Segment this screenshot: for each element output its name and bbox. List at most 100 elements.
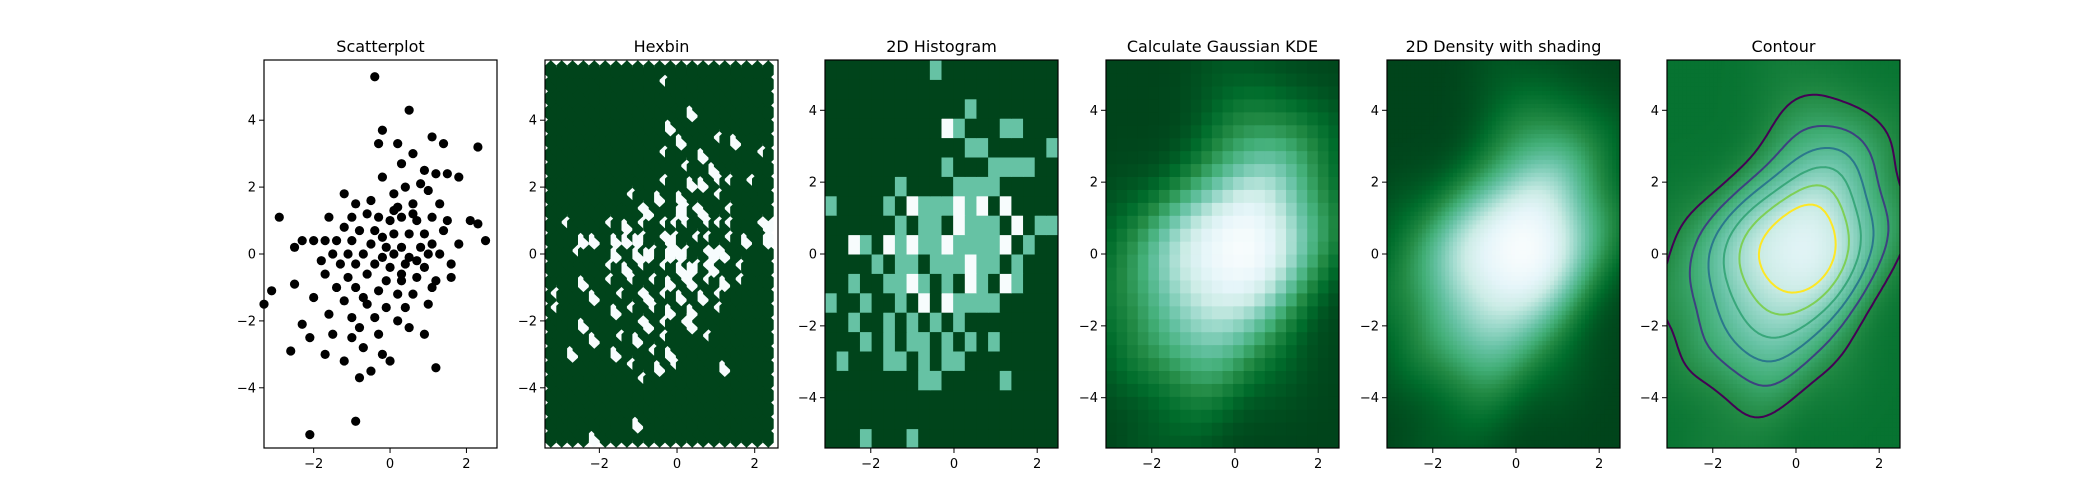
kde-cell	[1296, 331, 1308, 346]
shading-cell	[1394, 361, 1400, 367]
scatter-point	[339, 356, 349, 366]
shading-cell	[1418, 353, 1423, 359]
kde-cell	[1317, 150, 1330, 165]
histogram-cell	[988, 428, 1001, 448]
shading-cell	[1557, 292, 1563, 298]
shading-cell	[1499, 404, 1505, 410]
shading-cell	[1616, 262, 1620, 268]
shading-cell	[1511, 344, 1516, 350]
kde-cell	[1307, 98, 1319, 113]
shading-cell	[1449, 310, 1454, 316]
kde-cell	[1148, 422, 1160, 436]
histogram-cell	[825, 137, 838, 158]
shading-cell	[1522, 310, 1528, 316]
shading-cell	[1573, 279, 1578, 285]
kde-cell	[1296, 124, 1308, 139]
shading-cell	[1530, 379, 1536, 385]
kde-cell	[1211, 98, 1224, 113]
shading-cell	[1511, 266, 1516, 272]
shading-cell	[1542, 417, 1547, 423]
histogram-cell	[906, 215, 919, 236]
shading-cell	[1577, 435, 1582, 441]
shading-cell	[1592, 396, 1598, 402]
shading-cell	[1581, 353, 1586, 359]
shading-cell	[1499, 400, 1505, 406]
y-tick-label: −4	[798, 391, 817, 406]
shading-cell	[1398, 301, 1404, 307]
shading-cell	[1449, 379, 1454, 385]
kde-cell	[1169, 383, 1181, 397]
kde-cell	[1148, 98, 1160, 113]
hexbin-cell	[762, 315, 774, 335]
shading-cell	[1499, 348, 1505, 354]
shading-cell	[1433, 396, 1439, 402]
shading-cell	[1585, 271, 1590, 277]
histogram-cell	[953, 312, 966, 333]
shading-cell	[1553, 275, 1559, 281]
shading-cell	[1600, 262, 1606, 268]
shading-cell	[1569, 353, 1575, 359]
shading-cell	[1569, 297, 1575, 303]
kde-cell	[1275, 370, 1287, 384]
shading-cell	[1421, 266, 1427, 272]
shading-cell	[1596, 430, 1602, 436]
shading-cell	[1421, 413, 1427, 419]
shading-cell	[1507, 288, 1512, 294]
kde-cell	[1264, 60, 1277, 74]
shading-cell	[1499, 292, 1505, 298]
shading-cell	[1600, 361, 1606, 367]
shading-cell	[1464, 266, 1470, 272]
shading-cell	[1414, 409, 1419, 415]
shading-cell	[1453, 366, 1458, 372]
shading-cell	[1550, 396, 1555, 402]
shading-cell	[1616, 435, 1620, 441]
shading-cell	[1406, 288, 1411, 294]
shading-cell	[1515, 413, 1520, 419]
shading-cell	[1491, 422, 1497, 428]
shading-cell	[1468, 271, 1474, 277]
shading-cell	[1581, 262, 1586, 268]
shading-cell	[1592, 370, 1598, 376]
shading-cell	[1600, 314, 1606, 320]
shading-cell	[1530, 301, 1536, 307]
kde-cell	[1222, 189, 1234, 203]
shading-cell	[1561, 292, 1567, 298]
shading-cell	[1565, 439, 1571, 445]
shading-cell	[1553, 387, 1559, 393]
histogram-cell	[836, 215, 849, 236]
shading-cell	[1449, 417, 1454, 423]
shading-cell	[1519, 366, 1524, 372]
shading-cell	[1507, 301, 1512, 307]
shading-cell	[1449, 258, 1454, 264]
kde-cell	[1317, 60, 1330, 74]
histogram-cell	[929, 370, 942, 391]
shading-cell	[1394, 322, 1400, 328]
scatter-point	[339, 296, 349, 306]
shading-cell	[1387, 417, 1392, 423]
shading-cell	[1456, 340, 1462, 346]
kde-cell	[1116, 137, 1128, 152]
shading-cell	[1588, 279, 1594, 285]
shading-cell	[1585, 435, 1590, 441]
shading-cell	[1468, 370, 1474, 376]
shading-cell	[1456, 348, 1462, 354]
shading-cell	[1577, 417, 1582, 423]
histogram-cell	[836, 98, 849, 119]
kde-cell	[1264, 72, 1277, 87]
histogram-cell	[1023, 234, 1036, 255]
hexbin-cell	[632, 60, 644, 80]
shading-cell	[1441, 348, 1446, 354]
shading-cell	[1421, 271, 1427, 277]
shading-cell	[1394, 266, 1400, 272]
shading-cell	[1453, 422, 1458, 428]
kde-cell	[1328, 163, 1339, 177]
shading-cell	[1487, 400, 1493, 406]
shading-cell	[1519, 305, 1524, 311]
kde-cell	[1296, 137, 1308, 152]
shading-cell	[1437, 266, 1443, 272]
shading-cell	[1460, 366, 1466, 372]
shading-cell	[1550, 271, 1555, 277]
histogram-cell	[1023, 215, 1036, 236]
shading-cell	[1480, 327, 1485, 333]
